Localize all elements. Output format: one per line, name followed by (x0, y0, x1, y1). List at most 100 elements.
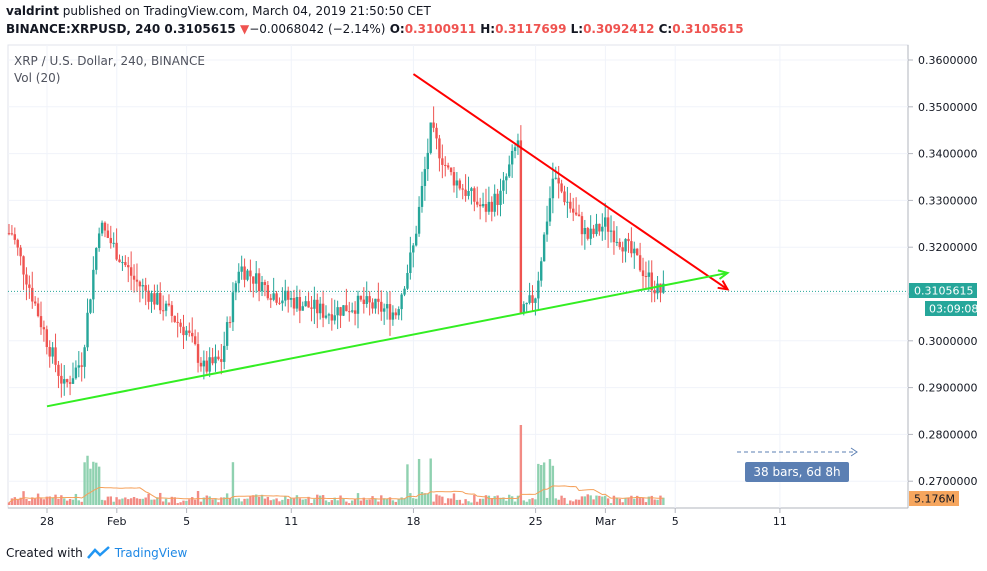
volume-bar (36, 493, 40, 505)
volume-bar (580, 496, 584, 505)
candle-body (659, 283, 662, 293)
volume-bar (487, 495, 491, 505)
trendlines[interactable] (46, 73, 730, 408)
candle-body (612, 230, 616, 243)
candle-body (307, 301, 310, 308)
volume-bar (551, 465, 555, 505)
volume-bar (627, 497, 630, 505)
volume-bar (574, 499, 578, 505)
candle-body (170, 305, 174, 316)
volume-bar (71, 499, 75, 505)
high-value: 0.3117699 (495, 22, 567, 36)
candle-body (400, 294, 403, 310)
volume-bar (650, 495, 653, 505)
volume-bar (182, 500, 185, 505)
volume-bar (39, 498, 43, 505)
volume-bar (295, 495, 299, 505)
candle-body (508, 164, 511, 177)
volume-bar (557, 499, 560, 505)
volume-bar (478, 498, 482, 505)
price-tick-label: 0.2800000 (918, 428, 978, 441)
author-name[interactable]: valdrint (6, 4, 59, 18)
plot-area[interactable] (7, 44, 909, 509)
candle-body (292, 298, 296, 309)
candle-body (103, 222, 107, 231)
candle-body (278, 302, 281, 304)
volume-bar (246, 498, 249, 505)
volume-bar (193, 499, 197, 505)
volume-bar (191, 497, 194, 505)
date-range-arrow-icon (850, 447, 858, 457)
price-tick-label: 0.3000000 (918, 335, 978, 348)
candle-body (522, 304, 525, 314)
volume-bar (129, 498, 133, 505)
volume-bar (618, 498, 621, 505)
volume-bar (260, 494, 264, 505)
volume-bar (202, 497, 206, 505)
tradingview-brand[interactable]: TradingView (114, 546, 188, 560)
volume-bar (10, 498, 14, 505)
candle-body (25, 274, 28, 285)
volume-bar (592, 499, 595, 505)
candle-body (7, 233, 11, 235)
volume-bar (77, 500, 80, 505)
volume-bar (508, 494, 511, 505)
time-tick-label: Mar (595, 515, 616, 528)
candle-body (144, 285, 147, 291)
candle-body (601, 226, 604, 232)
volume-bar (272, 499, 275, 505)
volume-bar (412, 498, 415, 505)
candle-body (240, 266, 243, 272)
candle-body (243, 266, 246, 280)
volume-bar (68, 498, 72, 505)
support-trendline (46, 271, 728, 408)
volume-bar (333, 497, 336, 505)
candle-body (19, 247, 22, 257)
volume-bar (249, 496, 252, 505)
candle-body (476, 201, 479, 205)
volume-bar (97, 466, 101, 505)
volume-bar (48, 496, 51, 505)
candle-body (57, 364, 60, 376)
candle-body (464, 189, 467, 196)
candle-body (461, 188, 464, 190)
volume-bar (255, 494, 258, 505)
volume-bar (234, 498, 238, 505)
candle-body (420, 185, 424, 207)
candle-body (255, 273, 258, 284)
price-axis[interactable]: 0.3600000 0.3500000 0.3400000 0.3300000 0.32… (908, 54, 978, 488)
candle-body (54, 347, 57, 365)
candle-body (537, 280, 540, 299)
candle-body (633, 248, 636, 254)
candle-body (269, 298, 272, 300)
candle-body (540, 261, 543, 281)
candle-body (345, 305, 348, 312)
volume-bar (263, 498, 267, 505)
candle-body (414, 233, 418, 246)
candle-body (429, 122, 432, 153)
candle-body (330, 314, 334, 321)
volume-bar (374, 498, 377, 505)
candle-body (106, 230, 110, 238)
candle-body (127, 265, 130, 268)
candle-body (563, 191, 566, 203)
volume-bar (595, 495, 598, 505)
time-tick-label: 25 (529, 515, 543, 528)
volume-bar (19, 497, 22, 505)
price-tick-label: 0.3200000 (918, 241, 978, 254)
candle-body (39, 316, 43, 328)
volume-bar (231, 462, 235, 505)
candle-body (624, 238, 627, 252)
volume-bar (266, 496, 270, 505)
candle-body (199, 362, 203, 367)
volume-bar (540, 465, 543, 505)
candle-body (368, 296, 371, 303)
published-text: published on TradingView.com, March 04, … (58, 4, 431, 18)
candle-body (298, 297, 302, 311)
volume-bar (42, 499, 46, 505)
time-axis[interactable]: 28 Feb 5 11 18 25 Mar 5 11 (40, 508, 787, 528)
candle-body (237, 271, 240, 284)
volume-bar (153, 499, 156, 505)
volume-bar (176, 503, 179, 505)
